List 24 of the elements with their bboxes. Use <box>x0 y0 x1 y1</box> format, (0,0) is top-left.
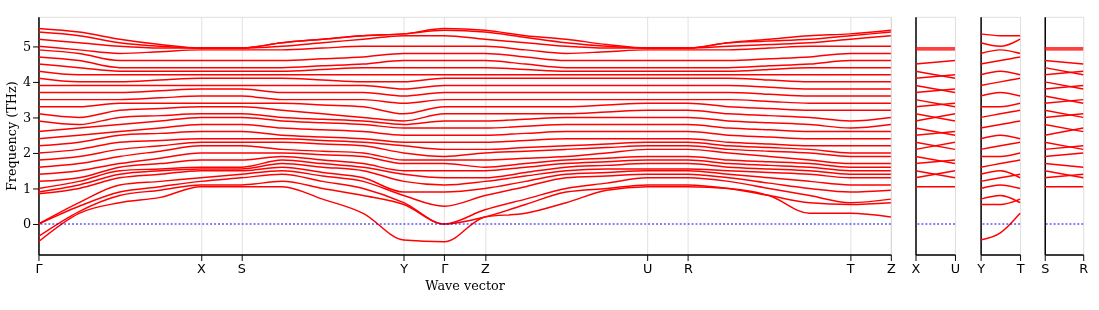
x-tick-label: U <box>950 260 961 276</box>
x-tick-label: S <box>1041 260 1050 276</box>
y-axis-title: Frequency (THz) <box>4 81 20 192</box>
y-tick-label: 2 <box>22 145 32 161</box>
x-tick-label: U <box>643 260 653 276</box>
x-axis-title: Wave vector <box>425 277 506 293</box>
x-tick-label: Γ <box>441 260 450 276</box>
x-tick-label: R <box>1079 260 1089 276</box>
x-tick-label: X <box>911 260 921 276</box>
y-tick-label: 3 <box>22 109 32 125</box>
y-tick-label: 0 <box>22 216 32 232</box>
x-tick-label: R <box>683 260 693 276</box>
x-tick-label: X <box>196 260 206 276</box>
x-tick-label: T <box>1015 260 1025 276</box>
x-tick-label: S <box>237 260 246 276</box>
x-tick-label: Y <box>976 260 986 276</box>
y-tick-label: 4 <box>22 74 32 90</box>
x-tick-label: Z <box>886 260 896 276</box>
y-tick-label: 1 <box>22 180 32 196</box>
x-tick-label: T <box>845 260 855 276</box>
y-tick-label: 5 <box>22 38 32 54</box>
x-tick-label: Γ <box>35 260 44 276</box>
x-tick-label: Y <box>399 260 409 276</box>
x-tick-label: Z <box>481 260 491 276</box>
